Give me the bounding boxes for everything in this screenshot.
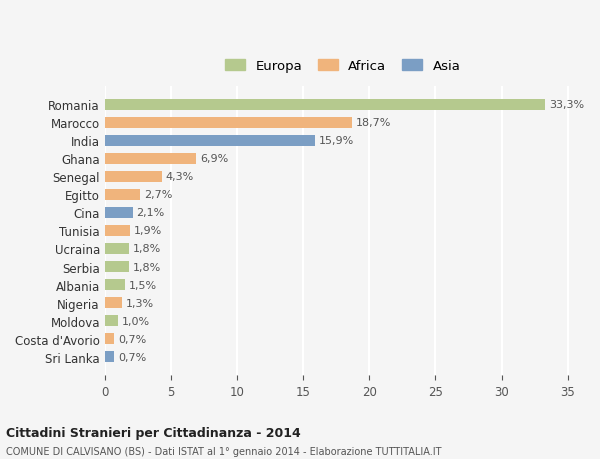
Bar [105,135,315,146]
Text: 1,3%: 1,3% [126,298,154,308]
Bar [105,100,545,111]
Bar [105,315,118,326]
Bar [105,118,352,129]
Text: 0,7%: 0,7% [118,334,146,344]
Text: 1,0%: 1,0% [122,316,150,326]
Text: 0,7%: 0,7% [118,352,146,362]
Bar [105,334,114,344]
Text: 2,7%: 2,7% [145,190,173,200]
Bar [105,207,133,218]
Text: 1,8%: 1,8% [133,244,161,254]
Bar [105,297,122,308]
Bar [105,172,161,182]
Text: 15,9%: 15,9% [319,136,354,146]
Text: 1,8%: 1,8% [133,262,161,272]
Bar [105,352,114,362]
Bar [105,225,130,236]
Bar [105,280,125,291]
Text: 18,7%: 18,7% [356,118,391,128]
Text: 2,1%: 2,1% [136,208,165,218]
Bar [105,154,196,164]
Text: 6,9%: 6,9% [200,154,228,164]
Bar [105,190,140,201]
Text: COMUNE DI CALVISANO (BS) - Dati ISTAT al 1° gennaio 2014 - Elaborazione TUTTITAL: COMUNE DI CALVISANO (BS) - Dati ISTAT al… [6,447,442,456]
Bar [105,262,128,272]
Bar [105,244,128,254]
Text: Cittadini Stranieri per Cittadinanza - 2014: Cittadini Stranieri per Cittadinanza - 2… [6,426,301,439]
Text: 1,9%: 1,9% [134,226,162,236]
Text: 4,3%: 4,3% [166,172,194,182]
Legend: Europa, Africa, Asia: Europa, Africa, Asia [221,56,464,77]
Text: 1,5%: 1,5% [128,280,157,290]
Text: 33,3%: 33,3% [549,100,584,110]
